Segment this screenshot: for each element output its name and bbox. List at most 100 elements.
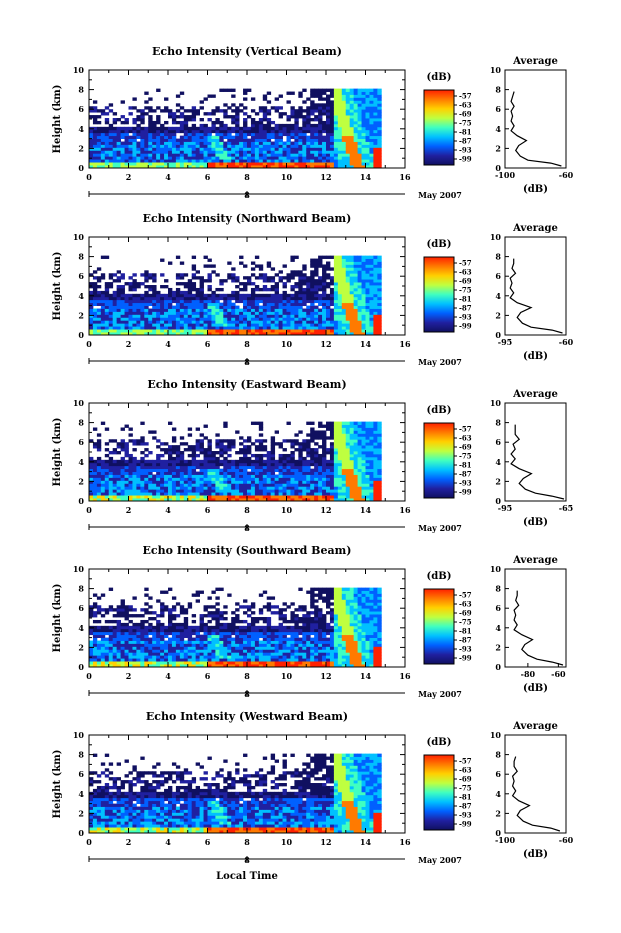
heatmap-cell [101, 294, 105, 297]
heatmap-cell [168, 489, 172, 492]
heatmap-cell [271, 106, 275, 109]
heatmap-cell [306, 439, 310, 442]
heatmap-cell [373, 451, 377, 454]
heatmap-cell [306, 314, 310, 317]
heatmap-cell [97, 294, 101, 297]
heatmap-cell [144, 495, 148, 498]
heatmap-cell [373, 288, 377, 291]
heatmap-cell [219, 483, 223, 486]
heatmap-cell [243, 463, 247, 466]
heatmap-cell [354, 109, 358, 112]
heatmap-cell [168, 311, 172, 314]
heatmap-cell [101, 472, 105, 475]
heatmap-cell [358, 288, 362, 291]
heatmap-cell [148, 477, 152, 480]
heatmap-cell [290, 451, 294, 454]
heatmap-cell [97, 115, 101, 118]
heatmap-cell [192, 329, 196, 332]
heatmap-cell [342, 422, 346, 425]
x-tick-label: 10 [281, 505, 293, 515]
heatmap-cell [144, 130, 148, 133]
heatmap-cell [132, 297, 136, 300]
heatmap-cell [366, 300, 370, 303]
heatmap-cell [188, 294, 192, 297]
heatmap-cell [109, 303, 113, 306]
heatmap-cell [235, 133, 239, 136]
heatmap-cell [184, 477, 188, 480]
heatmap-cell [358, 133, 362, 136]
heatmap-cell [235, 317, 239, 320]
heatmap-cell [208, 259, 212, 262]
colorbar-tick-label: -81 [459, 461, 472, 470]
heatmap-cell [350, 314, 354, 317]
heatmap-cell [373, 159, 377, 162]
heatmap-cell [377, 422, 381, 425]
heatmap-cell [322, 147, 326, 150]
heatmap-cell [215, 136, 219, 139]
heatmap-cell [223, 489, 227, 492]
heatmap-cell [231, 267, 235, 270]
heatmap-cell [318, 329, 322, 332]
heatmap-cell [267, 112, 271, 115]
heatmap-cell [121, 626, 125, 629]
heatmap-cell [255, 309, 259, 312]
heatmap-cell [208, 162, 212, 165]
heatmap-cell [310, 100, 314, 103]
heatmap-cell [152, 147, 156, 150]
heatmap-cell [89, 150, 93, 153]
heatmap-cell [362, 463, 366, 466]
heatmap-cell [275, 139, 279, 142]
heatmap-cell [243, 486, 247, 489]
average-profile-line [511, 92, 561, 166]
heatmap-cell [215, 480, 219, 483]
heatmap-cell [259, 439, 263, 442]
x-tick-label: 0 [86, 339, 92, 349]
heatmap-cell [132, 282, 136, 285]
heatmap-cell [373, 270, 377, 273]
heatmap-cell [330, 317, 334, 320]
heatmap-cell [192, 469, 196, 472]
heatmap-cell [310, 279, 314, 282]
heatmap-cell [263, 303, 267, 306]
heatmap-cell [148, 314, 152, 317]
heatmap-cell [140, 489, 144, 492]
heatmap-cell [152, 463, 156, 466]
heatmap-cell [243, 153, 247, 156]
heatmap-cell [172, 457, 176, 460]
heatmap-cell [136, 311, 140, 314]
heatmap-cell [231, 139, 235, 142]
heatmap-cell [129, 454, 133, 457]
heatmap-cell [310, 294, 314, 297]
heatmap-cell [105, 118, 109, 121]
heatmap-cell [322, 311, 326, 314]
heatmap-cell [235, 480, 239, 483]
heatmap-cell [121, 147, 125, 150]
heatmap-cell [156, 439, 160, 442]
heatmap-cell [314, 159, 318, 162]
heatmap-cell [346, 92, 350, 95]
heatmap-cell [93, 136, 97, 139]
heatmap-cell [267, 483, 271, 486]
heatmap-cell [354, 466, 358, 469]
heatmap-cell [121, 599, 125, 602]
heatmap-cell [318, 259, 322, 262]
heatmap-cell [235, 142, 239, 145]
heatmap-cell [362, 291, 366, 294]
heatmap-cell [117, 153, 121, 156]
heatmap-cell [144, 147, 148, 150]
heatmap-cell [358, 144, 362, 147]
heatmap-cell [97, 620, 101, 623]
heatmap-cell [192, 144, 196, 147]
heatmap-cell [271, 460, 275, 463]
heatmap-cell [350, 112, 354, 115]
heatmap-cell [338, 273, 342, 276]
heatmap-cell [275, 460, 279, 463]
heatmap-cell [267, 480, 271, 483]
heatmap-cell [275, 300, 279, 303]
heatmap-cell [208, 285, 212, 288]
heatmap-cell [259, 472, 263, 475]
heatmap-cell [235, 326, 239, 329]
heatmap-cell [318, 130, 322, 133]
heatmap-cell [271, 147, 275, 150]
heatmap-cell [338, 300, 342, 303]
